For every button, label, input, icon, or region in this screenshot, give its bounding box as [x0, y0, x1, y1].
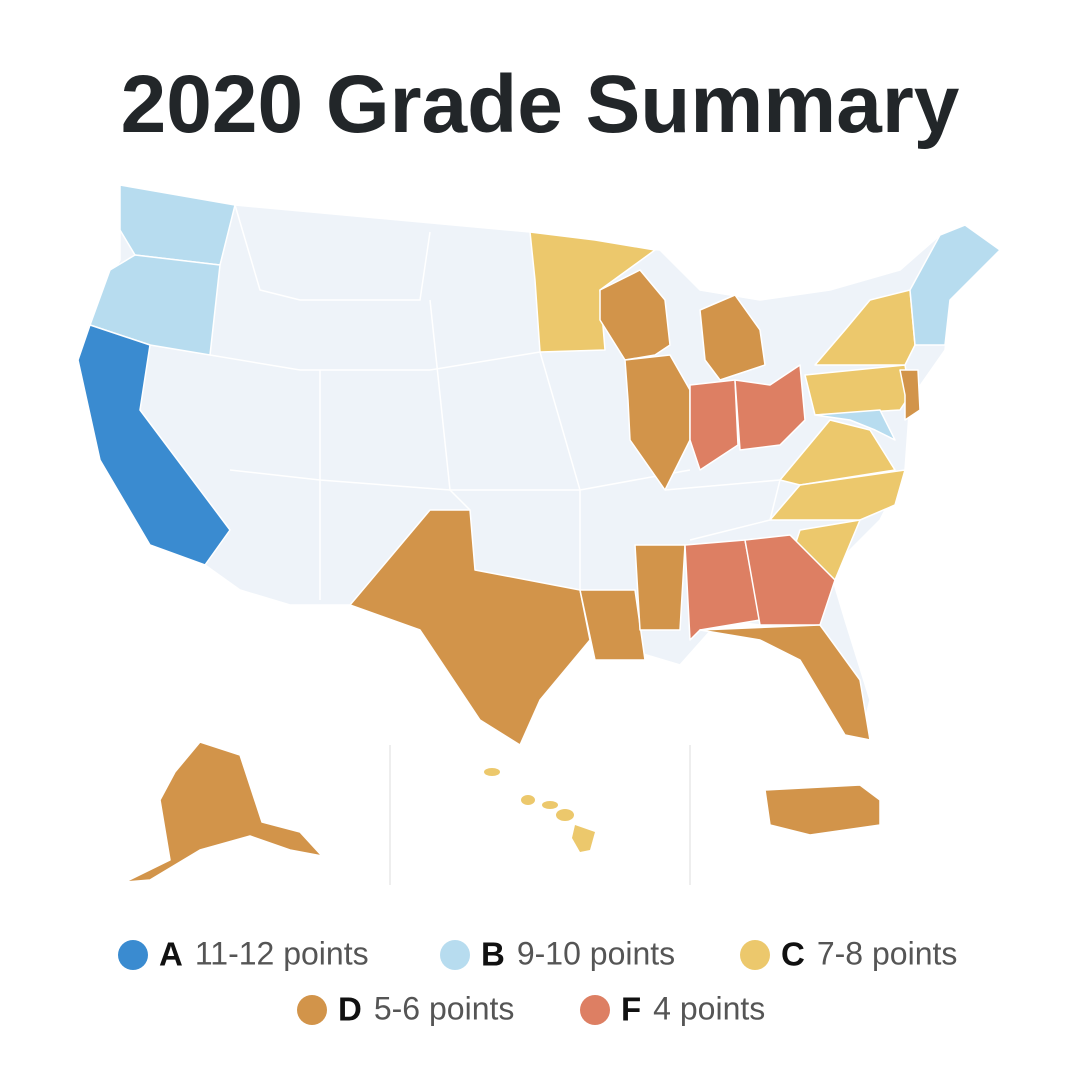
state [349, 509, 591, 746]
state-borders [539, 351, 581, 590]
state [909, 224, 1001, 346]
state [899, 369, 921, 421]
legend-swatch [440, 940, 470, 970]
state-borders [209, 351, 541, 371]
puerto-rico [764, 784, 881, 836]
alaska [124, 741, 323, 883]
title: 2020 Grade Summary [121, 59, 960, 150]
state [579, 589, 646, 661]
legend-label: 5-6 points [374, 990, 515, 1026]
state [734, 364, 806, 451]
legend-swatch [580, 995, 610, 1025]
state [699, 294, 766, 381]
legend: A 11-12 points B 9-10 points C 7-8 points D 5-6… [118, 935, 958, 1028]
legend-label: 7-8 points [817, 935, 958, 971]
state [779, 419, 896, 486]
legend-grade: D [338, 991, 362, 1028]
state [624, 354, 691, 491]
state [699, 624, 871, 741]
legend-grade: F [621, 991, 641, 1028]
legend-label: 9-10 points [517, 935, 675, 971]
legend-grade: B [481, 936, 505, 973]
state [814, 409, 896, 441]
legend-swatch [740, 940, 770, 970]
state [769, 469, 906, 521]
state [599, 269, 671, 361]
legend-label: 4 points [653, 990, 765, 1026]
hawaii [484, 768, 595, 852]
legend-grade: C [781, 936, 805, 973]
state [634, 544, 686, 631]
state [77, 324, 231, 566]
legend-swatch [297, 995, 327, 1025]
state [689, 379, 739, 471]
state-borders [429, 299, 471, 511]
state [744, 534, 836, 626]
us-map [77, 184, 1001, 746]
legend-grade: A [159, 936, 183, 973]
state [119, 184, 236, 266]
state-borders [234, 204, 431, 301]
legend-swatch [118, 940, 148, 970]
state [684, 539, 761, 641]
state-borders [664, 479, 781, 541]
legend-label: 11-12 points [195, 935, 369, 971]
